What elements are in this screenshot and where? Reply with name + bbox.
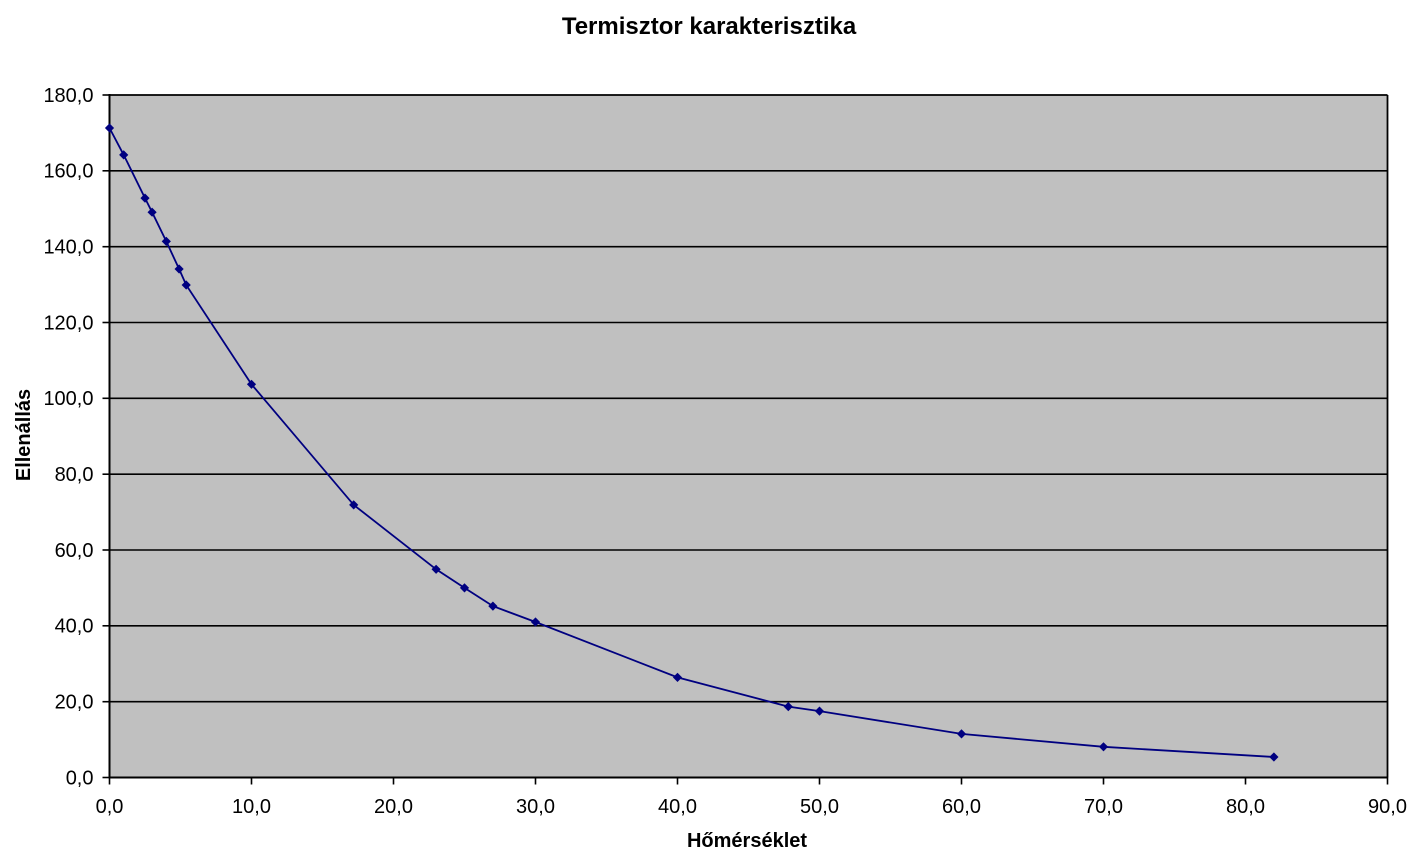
svg-text:20,0: 20,0: [55, 692, 94, 714]
svg-text:Termisztor karakterisztika: Termisztor karakterisztika: [562, 13, 857, 40]
svg-text:Hőmérséklet: Hőmérséklet: [687, 830, 807, 852]
svg-text:90,0: 90,0: [1368, 796, 1407, 818]
svg-text:80,0: 80,0: [55, 464, 94, 486]
svg-text:180,0: 180,0: [43, 85, 93, 107]
svg-text:0,0: 0,0: [96, 796, 124, 818]
svg-text:30,0: 30,0: [516, 796, 555, 818]
svg-text:60,0: 60,0: [942, 796, 981, 818]
svg-text:0,0: 0,0: [66, 767, 94, 789]
svg-text:40,0: 40,0: [55, 616, 94, 638]
svg-text:120,0: 120,0: [43, 312, 93, 334]
svg-text:Ellenállás: Ellenállás: [13, 389, 35, 481]
svg-text:100,0: 100,0: [43, 388, 93, 410]
svg-text:40,0: 40,0: [658, 796, 697, 818]
svg-text:140,0: 140,0: [43, 237, 93, 259]
svg-text:10,0: 10,0: [232, 796, 271, 818]
svg-text:20,0: 20,0: [374, 796, 413, 818]
svg-text:160,0: 160,0: [43, 161, 93, 183]
svg-text:70,0: 70,0: [1084, 796, 1123, 818]
svg-text:60,0: 60,0: [55, 540, 94, 562]
svg-text:80,0: 80,0: [1226, 796, 1265, 818]
svg-text:50,0: 50,0: [800, 796, 839, 818]
